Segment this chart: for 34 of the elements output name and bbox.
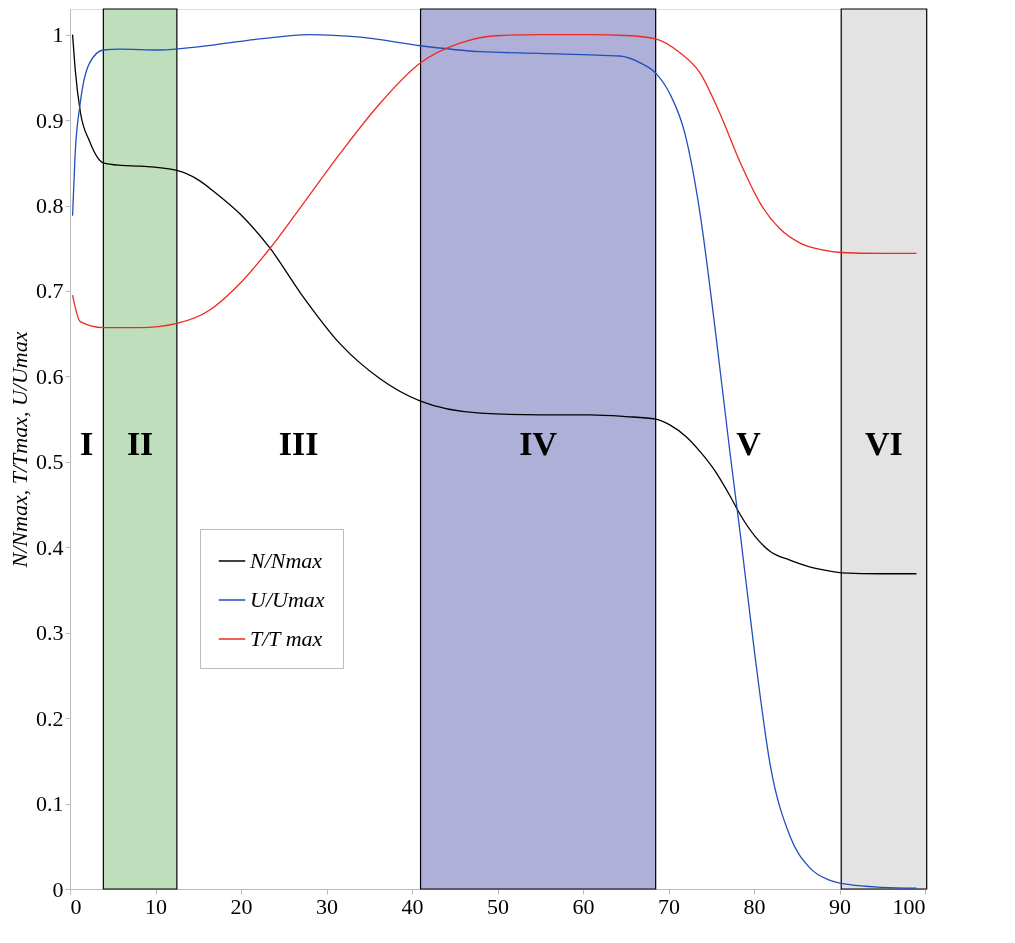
x-tick-label: 70 — [658, 893, 680, 919]
y-tick-label: 0.2 — [36, 705, 64, 731]
band-label: IV — [519, 424, 558, 462]
x-tick-label: 60 — [572, 893, 595, 919]
band-label: VI — [865, 424, 903, 462]
legend-label: N/Nmax — [249, 548, 323, 573]
x-tick-label: 80 — [743, 893, 766, 919]
x-tick-label: 20 — [230, 893, 253, 919]
y-tick-label: 0.5 — [36, 449, 64, 475]
x-tick-label: 50 — [487, 893, 509, 919]
y-tick-label: 0.8 — [36, 193, 64, 218]
annotation: V — [736, 424, 762, 462]
y-tick-label: 0.9 — [36, 107, 64, 133]
line-series — [71, 33, 918, 329]
y-tick-label: 1 — [52, 22, 64, 48]
line-series — [71, 33, 918, 889]
x-tick-label: 30 — [316, 893, 338, 919]
x-tick-label: 40 — [401, 893, 424, 919]
x-tick-label: 0 — [70, 893, 82, 919]
band-label: II — [126, 424, 154, 462]
y-axis-title: N/Nmax, T/Tmax, U/Umax — [7, 331, 32, 569]
y-tick-label: 0.7 — [36, 278, 64, 304]
y-tick-label: 0.3 — [36, 620, 64, 646]
x-tick-label: 10 — [145, 893, 167, 919]
legend-label: T/T max — [250, 626, 323, 651]
annotation: III — [278, 424, 319, 462]
y-tick-label: 0 — [52, 876, 64, 902]
x-tick-label: 100 — [892, 893, 926, 919]
y-tick-label: 0.1 — [36, 791, 64, 817]
y-tick-label: 0.6 — [36, 363, 64, 389]
x-tick-label: 90 — [829, 893, 851, 919]
legend-label: U/Umax — [250, 587, 325, 612]
annotation: I — [80, 424, 94, 462]
y-tick-label: 0.4 — [36, 534, 64, 560]
